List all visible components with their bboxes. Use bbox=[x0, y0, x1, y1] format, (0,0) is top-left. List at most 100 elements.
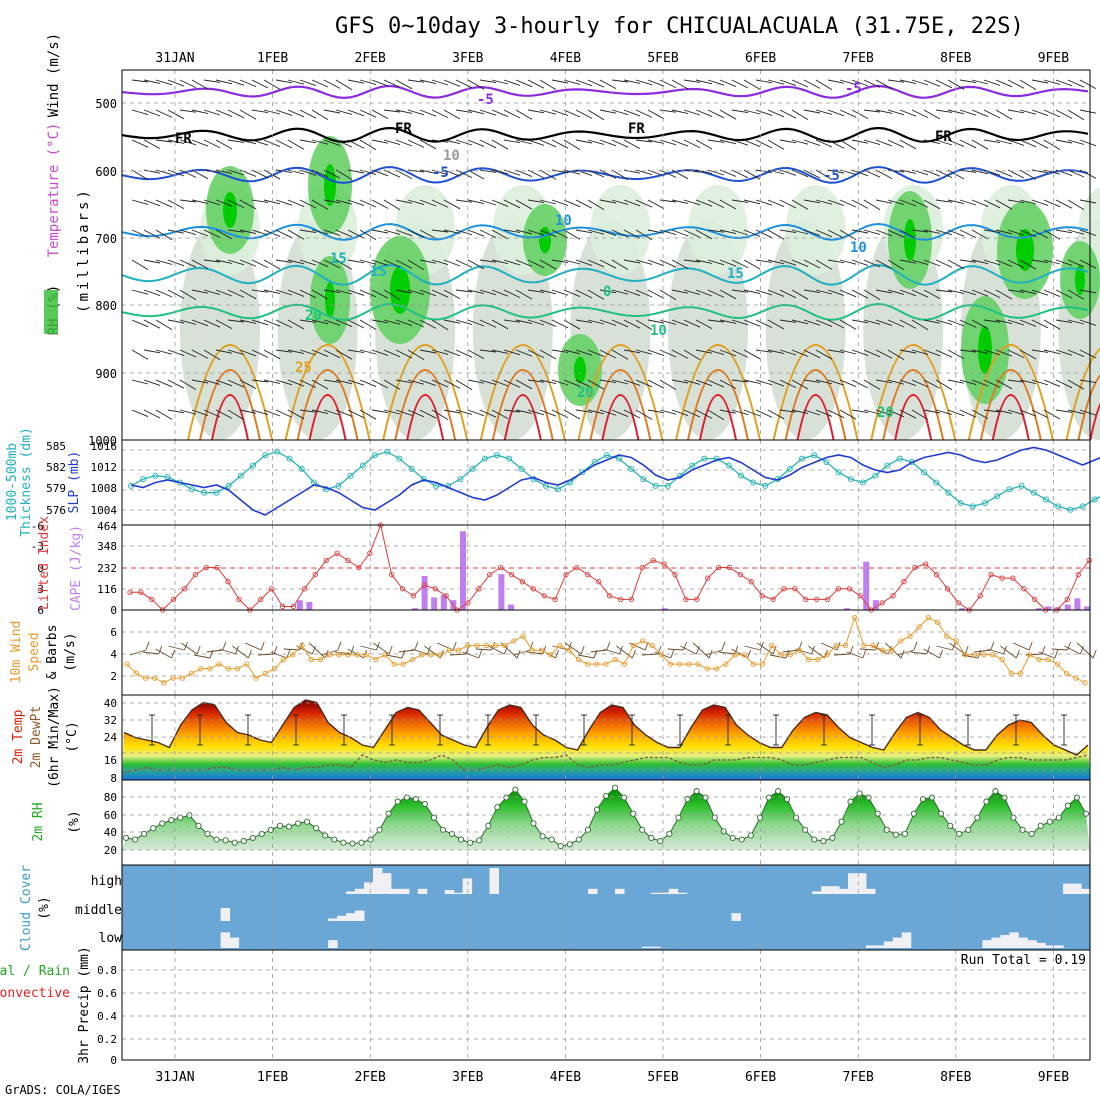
wind-barb bbox=[1043, 79, 1061, 85]
wind-barb bbox=[407, 79, 425, 83]
wind-barb bbox=[910, 651, 927, 655]
wind-barb bbox=[479, 199, 497, 206]
wind-barb bbox=[947, 79, 965, 90]
wind-barb bbox=[263, 379, 281, 384]
wind-barb bbox=[815, 409, 833, 417]
wind-barb bbox=[467, 169, 485, 180]
wind-barb bbox=[419, 319, 437, 329]
wind-barb bbox=[455, 379, 473, 391]
y-tick-label: 0.6 bbox=[97, 987, 117, 1000]
wind-barb bbox=[899, 169, 917, 174]
wind-barb bbox=[455, 319, 473, 326]
wind-barb bbox=[155, 229, 173, 241]
wind-barb bbox=[179, 199, 197, 203]
rh-area-core bbox=[324, 164, 336, 206]
wind-barb bbox=[407, 169, 425, 173]
thickness-point bbox=[420, 476, 427, 483]
cloud-bar bbox=[588, 888, 598, 894]
rh-point bbox=[503, 794, 510, 801]
wind-barb bbox=[251, 319, 269, 326]
wind-barb bbox=[215, 199, 233, 207]
wind-barb bbox=[948, 642, 966, 655]
wind-barb bbox=[791, 289, 809, 300]
lifted-index-point bbox=[650, 557, 656, 564]
wind-barb bbox=[491, 259, 509, 265]
wind-barb bbox=[911, 79, 929, 86]
wind-barb bbox=[839, 139, 857, 151]
wind-barb bbox=[431, 229, 449, 233]
cloud-bar bbox=[865, 888, 876, 894]
wind-speed-point bbox=[944, 633, 950, 639]
wind-barb bbox=[503, 379, 521, 388]
wind-barb bbox=[491, 169, 509, 175]
wind-barb bbox=[731, 409, 749, 416]
lifted-index-point bbox=[367, 550, 373, 556]
wind-barb bbox=[191, 259, 209, 269]
wind-barb bbox=[1079, 409, 1097, 416]
wind-barb bbox=[359, 139, 377, 151]
wind-barb bbox=[1031, 229, 1049, 239]
wind-barb bbox=[179, 349, 197, 358]
thickness-point bbox=[1043, 496, 1049, 503]
wind-barb bbox=[815, 229, 833, 238]
wind-barb bbox=[263, 169, 281, 180]
wind-barb bbox=[1007, 79, 1025, 89]
wind-barb bbox=[311, 289, 329, 300]
rh-point bbox=[340, 839, 347, 846]
wind-barb bbox=[431, 139, 449, 143]
wind-speed-point bbox=[778, 652, 784, 658]
rh-point bbox=[621, 794, 628, 801]
wind-barb bbox=[283, 648, 300, 651]
wind-barb bbox=[1043, 289, 1061, 298]
wind-barb bbox=[323, 229, 341, 236]
wind-barb bbox=[359, 79, 377, 86]
isotherm-line bbox=[121, 126, 1089, 144]
wind-barb bbox=[851, 409, 869, 414]
wind-barb bbox=[335, 79, 353, 91]
rh-point bbox=[811, 836, 818, 843]
wind-barb bbox=[623, 349, 641, 354]
wind-barb bbox=[219, 648, 236, 655]
cloud-bar bbox=[417, 888, 428, 894]
wind-speed-point bbox=[363, 652, 370, 658]
wind-barb bbox=[143, 139, 161, 149]
isotherm-line bbox=[882, 369, 945, 441]
lifted-index-point bbox=[225, 579, 231, 585]
wind-barb bbox=[839, 109, 857, 118]
wind-barb bbox=[155, 109, 173, 118]
rh-point bbox=[584, 826, 591, 833]
wind-barb bbox=[311, 259, 329, 268]
wind-barb bbox=[815, 79, 833, 91]
wind-barb bbox=[443, 259, 461, 267]
wind-barb bbox=[395, 109, 413, 114]
wind-barb bbox=[1043, 139, 1061, 150]
wind-barb bbox=[467, 349, 485, 359]
date-tick-label: 31JAN bbox=[155, 1070, 194, 1085]
rh-point bbox=[612, 784, 619, 791]
wind-speed-point bbox=[566, 647, 572, 653]
thickness-point bbox=[713, 455, 720, 462]
wind-speed-point bbox=[308, 656, 314, 663]
wind-barb bbox=[539, 409, 557, 417]
cloud-bar bbox=[1036, 942, 1046, 948]
wind-barb bbox=[383, 109, 401, 113]
thickness-point bbox=[1079, 503, 1086, 510]
wind-barb bbox=[503, 349, 521, 356]
wind-barb bbox=[795, 648, 812, 655]
rh-point bbox=[485, 822, 492, 829]
wind-barb bbox=[131, 139, 149, 148]
thickness-point bbox=[201, 489, 208, 496]
wind-barb bbox=[654, 651, 671, 659]
cloud-bar bbox=[615, 888, 625, 894]
lifted-index-point bbox=[476, 586, 482, 592]
wind-barb bbox=[395, 169, 413, 179]
wind-speed-point bbox=[437, 652, 443, 658]
y-tick-label: 700 bbox=[95, 232, 117, 246]
wind-barb bbox=[923, 109, 941, 120]
rh-point bbox=[901, 830, 908, 837]
lifted-index-point bbox=[617, 596, 624, 603]
wind-barb bbox=[395, 79, 413, 90]
wind-barb bbox=[983, 199, 1001, 209]
rh-point bbox=[141, 830, 148, 837]
wind-barb bbox=[419, 139, 437, 150]
